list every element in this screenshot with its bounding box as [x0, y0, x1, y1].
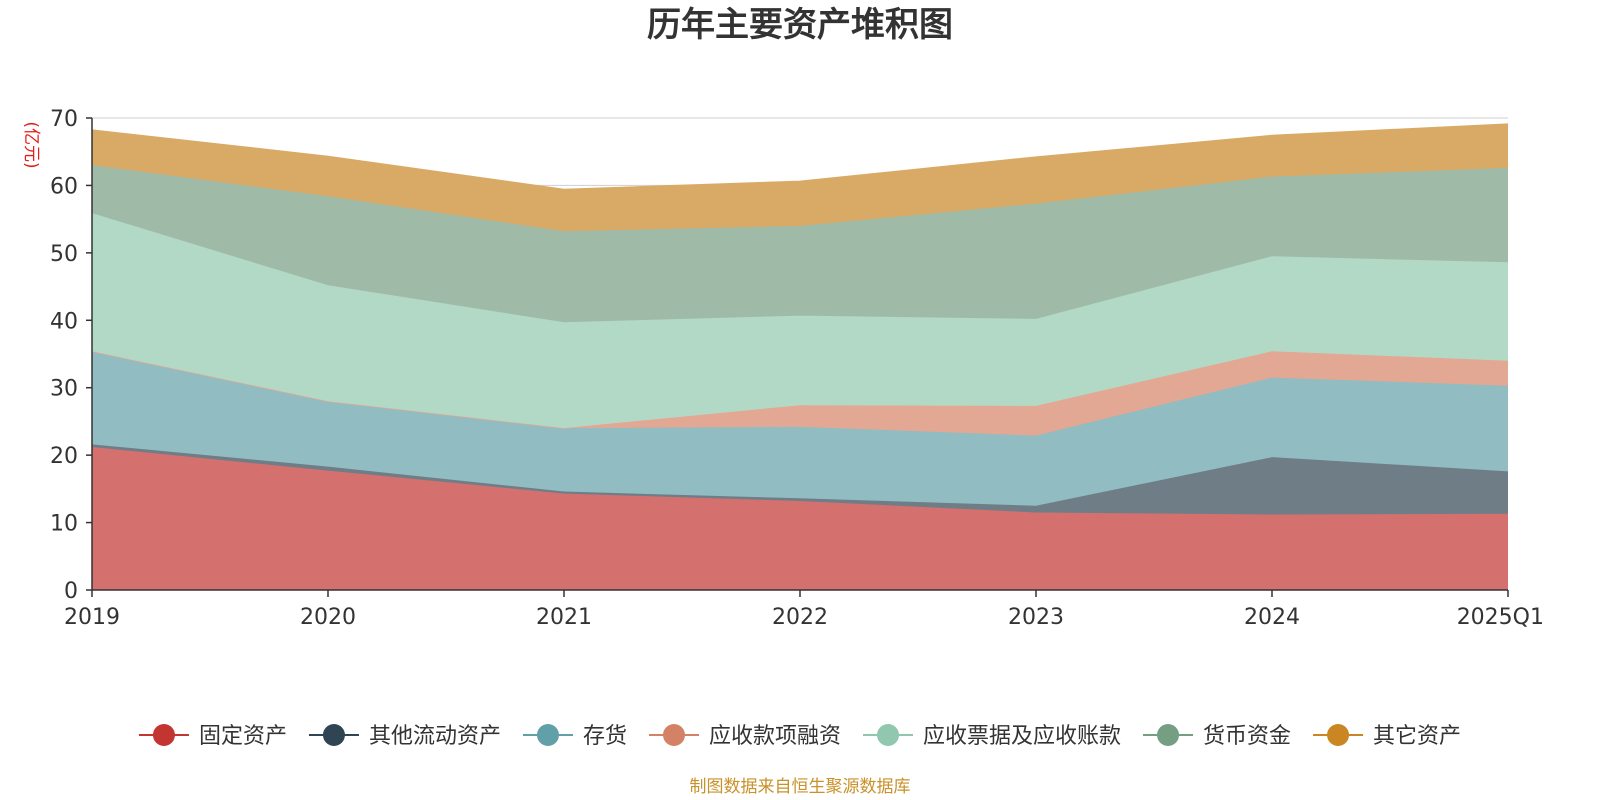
legend-label: 应收票据及应收账款 [923, 724, 1121, 749]
y-tick-label: 30 [50, 377, 78, 402]
legend-circle-icon [1327, 724, 1350, 746]
legend-label: 应收款项融资 [709, 724, 841, 749]
area-series-2 [92, 444, 1508, 515]
chart-title: 历年主要资产堆积图 [647, 5, 953, 45]
y-tick-label: 40 [50, 309, 78, 334]
y-tick-label: 60 [50, 174, 78, 199]
y-tick-label: 50 [50, 242, 78, 267]
legend-label: 其他流动资产 [369, 724, 501, 749]
legend-item-5[interactable]: 应收票据及应收账款 [863, 724, 1121, 749]
y-tick-label: 70 [50, 107, 78, 132]
legend-item-7[interactable]: 其它资产 [1313, 724, 1461, 749]
legend: 固定资产 其他流动资产 存货 应收款项融资 应收票据及应收账款 货币资金 其它资产 [138, 724, 1461, 749]
y-axis-unit-label: (亿元) [21, 121, 41, 168]
area-series-3 [92, 351, 1508, 506]
legend-label: 货币资金 [1203, 724, 1291, 749]
y-tick-label: 20 [50, 444, 78, 469]
legend-circle-icon [152, 724, 175, 746]
legend-circle-icon [322, 724, 345, 746]
legend-circle-icon [536, 724, 559, 746]
legend-item-1[interactable]: 固定资产 [138, 724, 287, 749]
area-series-6 [92, 165, 1508, 323]
y-tick-label: 10 [50, 512, 78, 537]
x-tick-label: 2021 [536, 605, 592, 630]
area-series-line-7 [91, 123, 1509, 191]
area-series-7 [92, 124, 1508, 232]
legend-item-6[interactable]: 货币资金 [1143, 724, 1291, 749]
legend-item-2[interactable]: 其他流动资产 [308, 724, 501, 749]
x-tick-label: 2023 [1008, 605, 1064, 630]
legend-item-3[interactable]: 存货 [522, 724, 627, 749]
axes: 0 10 20 30 40 50 60 70 2019 2020 2021 2022 2023 2024 2… [50, 107, 1544, 630]
area-series-5 [92, 213, 1508, 429]
legend-circle-icon [1157, 724, 1180, 746]
legend-item-4[interactable]: 应收款项融资 [648, 724, 841, 749]
area-series-line-5 [91, 212, 1509, 324]
source-note: 制图数据来自恒生聚源数据库 [690, 777, 911, 797]
legend-circle-icon [662, 724, 685, 746]
legend-label: 存货 [583, 724, 627, 749]
area-series-4 [92, 351, 1508, 436]
legend-label: 其它资产 [1373, 724, 1461, 749]
x-tick-label: 2019 [64, 605, 120, 630]
legend-circle-icon [877, 724, 900, 746]
area-series [91, 123, 1509, 590]
x-tick-label: 2025Q1 [1457, 605, 1544, 630]
x-tick-label: 2022 [772, 605, 828, 630]
x-tick-label: 2020 [300, 605, 356, 630]
legend-label: 固定资产 [199, 724, 287, 749]
x-tick-label: 2024 [1244, 605, 1300, 630]
y-tick-label: 0 [64, 579, 78, 604]
